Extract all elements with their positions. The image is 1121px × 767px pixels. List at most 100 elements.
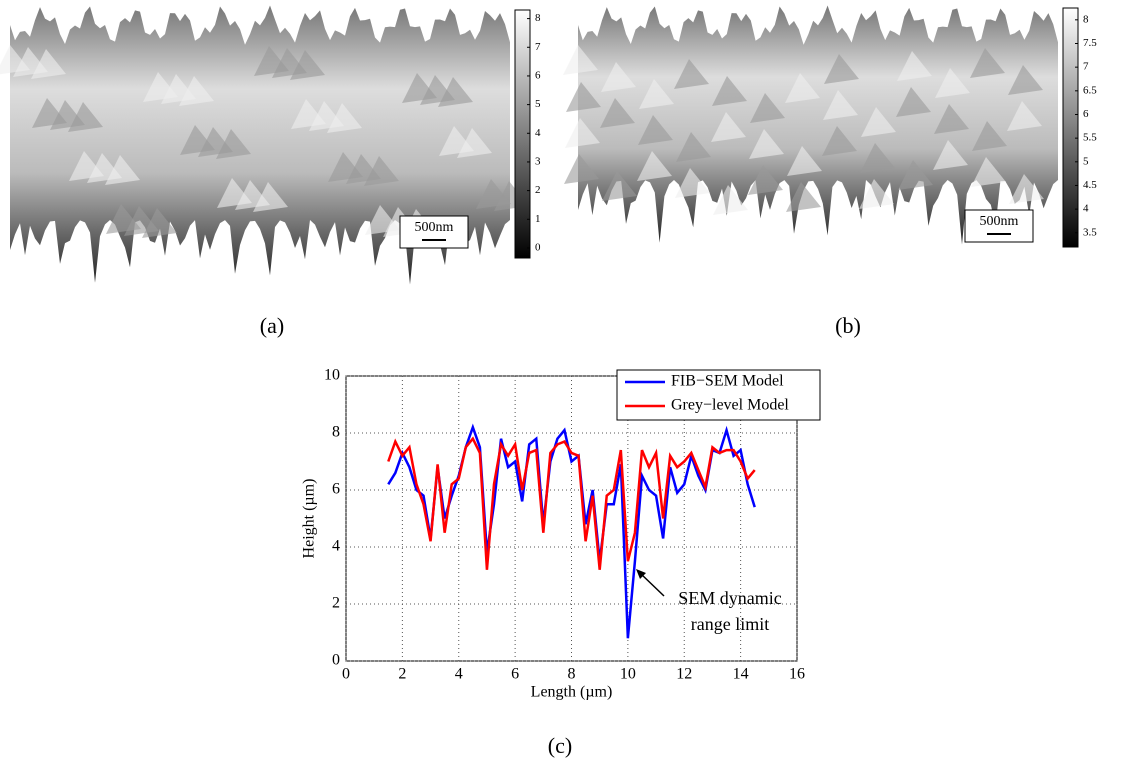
colorbar-tick-label: 1 bbox=[535, 213, 541, 225]
x-tick-label: 0 bbox=[342, 666, 350, 683]
scale-bar-box bbox=[399, 215, 469, 249]
surface-texture bbox=[216, 129, 251, 159]
colorbar-tick-label: 7 bbox=[535, 41, 541, 53]
surface-texture bbox=[105, 155, 140, 185]
surface-texture bbox=[822, 126, 857, 156]
colorbar-tick-label: 8 bbox=[1083, 13, 1089, 25]
surface-texture bbox=[861, 107, 896, 137]
surface-texture bbox=[602, 171, 637, 201]
surface-texture bbox=[179, 76, 214, 106]
colorbar-tick-label: 6 bbox=[1083, 108, 1089, 120]
surface-texture bbox=[972, 121, 1007, 151]
surface-texture bbox=[935, 68, 970, 98]
colorbar-tick-label: 4 bbox=[535, 127, 541, 139]
surface-texture bbox=[364, 156, 399, 186]
surface-texture bbox=[290, 50, 325, 80]
surface-texture bbox=[933, 140, 968, 170]
colorbar-tick-label: 0 bbox=[535, 241, 541, 253]
surface-texture bbox=[457, 128, 492, 158]
y-axis-label: Height (µm) bbox=[301, 479, 318, 559]
surface-texture bbox=[1009, 174, 1044, 204]
colorbar-tick-label: 5.5 bbox=[1083, 132, 1097, 144]
surface-texture bbox=[68, 102, 103, 132]
scale-bar-label: 500nm bbox=[415, 220, 454, 235]
surface-texture bbox=[31, 49, 66, 79]
scale-bar-label: 500nm bbox=[980, 214, 1019, 229]
x-tick-label: 6 bbox=[511, 666, 519, 683]
surface-texture bbox=[565, 118, 600, 148]
surface-texture bbox=[566, 82, 601, 112]
surface-texture bbox=[563, 45, 598, 75]
surface-texture bbox=[327, 103, 362, 133]
surface-texture bbox=[638, 115, 673, 145]
surface-texture bbox=[898, 160, 933, 190]
x-tick-label: 10 bbox=[620, 666, 636, 683]
surface-texture bbox=[748, 165, 783, 195]
colorbar-tick-label: 5 bbox=[1083, 155, 1089, 167]
y-tick-label: 4 bbox=[332, 538, 340, 555]
surface-texture bbox=[823, 90, 858, 120]
annotation: SEM dynamic bbox=[678, 588, 782, 608]
surface-texture bbox=[438, 77, 473, 107]
surface-texture bbox=[600, 98, 635, 128]
annotation-arrowhead bbox=[636, 569, 646, 579]
x-axis-label: Length (µm) bbox=[531, 684, 613, 701]
annotation-arrow bbox=[639, 572, 665, 597]
surface-image bbox=[578, 5, 1058, 245]
colorbar-tick-label: 2 bbox=[535, 184, 541, 196]
surface-texture bbox=[787, 146, 822, 176]
scale-bar-box bbox=[964, 209, 1034, 243]
legend bbox=[616, 369, 821, 421]
colorbar-tick-label: 8 bbox=[535, 12, 541, 24]
surface-texture bbox=[601, 62, 636, 92]
surface-texture bbox=[713, 185, 748, 215]
surface-texture bbox=[637, 151, 672, 181]
surface-texture bbox=[860, 143, 895, 173]
surface-texture bbox=[897, 51, 932, 81]
surface-texture bbox=[971, 157, 1006, 187]
surface-texture bbox=[859, 179, 894, 209]
colorbar-tick-label: 3 bbox=[535, 155, 541, 167]
colorbar-tick-label: 4.5 bbox=[1083, 179, 1097, 191]
colorbar-tick-label: 5 bbox=[535, 98, 541, 110]
surface-texture bbox=[564, 154, 599, 184]
surface-texture bbox=[896, 87, 931, 117]
surface-texture bbox=[970, 48, 1005, 78]
colorbar-tick-label: 6.5 bbox=[1083, 84, 1097, 96]
y-tick-label: 8 bbox=[332, 424, 340, 441]
surface-texture bbox=[1007, 101, 1042, 131]
legend-label: Grey−level Model bbox=[671, 397, 789, 414]
surface-texture bbox=[750, 93, 785, 123]
surface-texture bbox=[934, 104, 969, 134]
surface-texture bbox=[749, 129, 784, 159]
panel-label: (b) bbox=[835, 313, 861, 338]
colorbar-tick-label: 4 bbox=[1083, 203, 1089, 215]
surface-texture bbox=[675, 168, 710, 198]
colorbar-tick-label: 7 bbox=[1083, 61, 1089, 73]
x-tick-label: 14 bbox=[733, 666, 749, 683]
x-tick-label: 2 bbox=[398, 666, 406, 683]
x-tick-label: 16 bbox=[789, 666, 805, 683]
x-tick-label: 4 bbox=[455, 666, 463, 683]
colorbar-tick-label: 7.5 bbox=[1083, 37, 1097, 49]
x-tick-label: 12 bbox=[676, 666, 692, 683]
surface-texture bbox=[824, 54, 859, 84]
data-line bbox=[387, 436, 756, 570]
surface-texture bbox=[639, 79, 674, 109]
y-tick-label: 10 bbox=[324, 367, 340, 384]
surface-texture bbox=[1008, 65, 1043, 95]
colorbar-tick-label: 6 bbox=[535, 69, 541, 81]
annotation: range limit bbox=[691, 614, 769, 634]
colorbar bbox=[514, 9, 531, 259]
surface-texture bbox=[676, 132, 711, 162]
y-tick-label: 2 bbox=[332, 595, 340, 612]
legend-label: FIB−SEM Model bbox=[671, 373, 784, 390]
surface-texture bbox=[712, 76, 747, 106]
surface-texture bbox=[711, 112, 746, 142]
surface-texture bbox=[674, 59, 709, 89]
x-tick-label: 8 bbox=[568, 666, 576, 683]
surface-texture bbox=[785, 73, 820, 103]
colorbar bbox=[1062, 7, 1079, 248]
surface-texture bbox=[786, 182, 821, 212]
